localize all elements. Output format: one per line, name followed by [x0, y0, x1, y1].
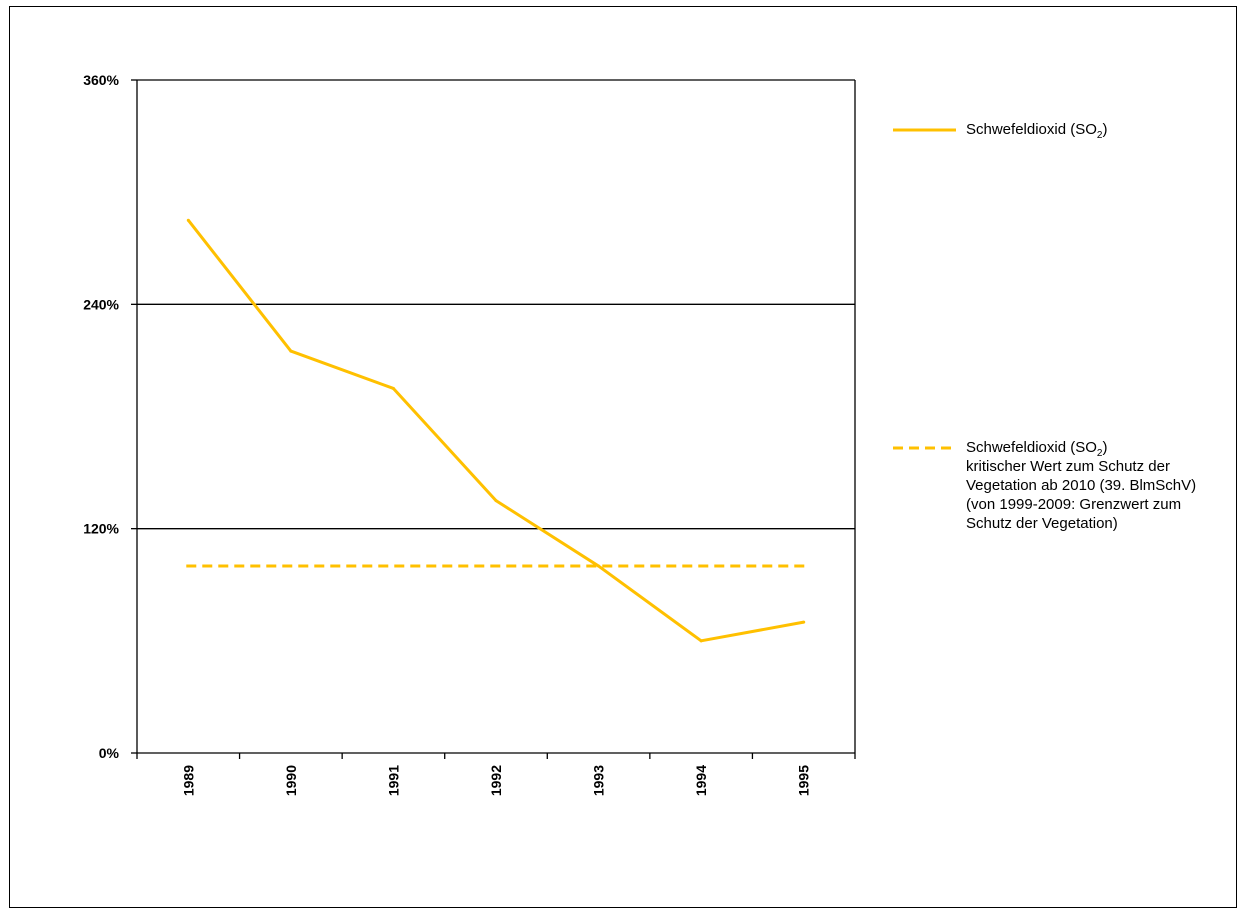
data-point	[289, 349, 293, 353]
series	[186, 218, 806, 643]
y-tick-label: 0%	[99, 745, 120, 761]
y-tick-label: 120%	[83, 521, 119, 537]
data-point	[597, 564, 601, 568]
chart-frame	[9, 6, 1237, 908]
x-tick-label: 1991	[385, 765, 401, 796]
legend-entry-so2-critical-value: Schwefeldioxid (SO2) kritischer Wert zum …	[966, 438, 1226, 533]
legend-text: Schwefeldioxid (SO	[966, 121, 1097, 138]
axes	[136, 79, 856, 754]
ticks: 0% 120% 240% 360% 1989 1990 1991 1992 1993 1994 19…	[83, 72, 856, 796]
legend-entry-so2: Schwefeldioxid (SO2)	[966, 120, 1226, 141]
data-point	[391, 386, 395, 390]
data-point	[186, 218, 190, 222]
legend-subscript: 2	[1096, 448, 1103, 459]
legend-text: )	[1102, 439, 1108, 456]
data-point	[494, 499, 498, 503]
legend-text: )	[1102, 121, 1108, 138]
legend-text: Schwefeldioxid (SO	[966, 439, 1097, 456]
x-tick-label: 1992	[488, 765, 504, 796]
x-tick-label: 1993	[591, 765, 607, 796]
legend-subscript: 2	[1096, 130, 1103, 141]
x-tick-label: 1989	[180, 765, 196, 796]
series-line-so2	[187, 219, 804, 643]
data-point	[802, 620, 806, 624]
legend-description: kritischer Wert zum Schutz der Vegetatio…	[966, 458, 1197, 532]
x-tick-label: 1994	[693, 765, 709, 796]
x-tick-label: 1990	[283, 765, 299, 796]
y-tick-label: 360%	[83, 72, 119, 88]
gridlines	[137, 303, 855, 530]
data-point	[699, 639, 703, 643]
y-tick-label: 240%	[83, 296, 119, 312]
x-tick-label: 1995	[796, 765, 812, 796]
